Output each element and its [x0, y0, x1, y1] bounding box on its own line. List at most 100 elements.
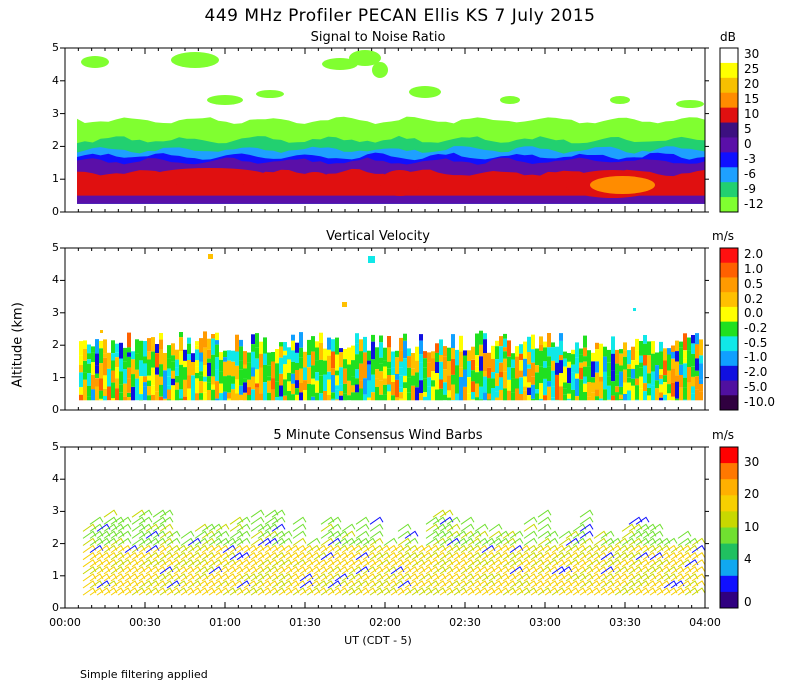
- velocity-cell: [455, 365, 459, 382]
- velocity-cell: [619, 394, 623, 400]
- velocity-cell: [119, 371, 123, 385]
- velocity-cell: [579, 397, 583, 401]
- velocity-cell: [607, 362, 611, 377]
- velocity-cell: [539, 398, 543, 401]
- velocity-cell: [335, 370, 339, 376]
- velocity-cell: [507, 367, 511, 380]
- wind-barb: [131, 537, 146, 546]
- velocity-cell: [663, 348, 667, 361]
- velocity-cell: [507, 340, 511, 357]
- velocity-cell: [595, 349, 599, 362]
- velocity-cell: [655, 380, 659, 389]
- velocity-cell: [627, 350, 631, 365]
- velocity-cell: [371, 341, 375, 360]
- velocity-cell: [243, 351, 247, 365]
- velocity-cell: [167, 399, 171, 401]
- velocity-cell: [239, 369, 243, 386]
- velocity-cell: [119, 342, 123, 359]
- wind-barb: [544, 537, 559, 546]
- velocity-cell: [563, 351, 567, 359]
- velocity-cell: [391, 395, 395, 401]
- velocity-cell: [179, 398, 183, 401]
- colorbar-cell: [720, 559, 738, 577]
- snr-patch-9: [610, 96, 630, 104]
- velocity-cell: [567, 398, 571, 401]
- velocity-cell: [87, 363, 91, 374]
- wind-barb: [131, 509, 146, 518]
- wind-barb: [649, 530, 664, 539]
- velocity-cell: [663, 375, 667, 383]
- velocity-cell: [219, 352, 223, 360]
- velocity-cell: [479, 399, 483, 401]
- velocity-cell: [475, 355, 479, 367]
- velocity-cell: [155, 353, 159, 368]
- wind-barb: [523, 516, 538, 525]
- velocity-cell: [223, 357, 227, 362]
- colorbar-label: 0.5: [744, 276, 764, 291]
- velocity-cell: [179, 389, 183, 399]
- velocity-cell: [147, 375, 151, 381]
- colorbar-label: -0.2: [744, 321, 768, 335]
- wind-barb: [558, 537, 573, 546]
- velocity-cell: [255, 358, 259, 370]
- velocity-cell: [179, 351, 183, 365]
- velocity-cell: [435, 343, 439, 353]
- velocity-cell: [643, 335, 647, 344]
- velocity-cell: [399, 392, 403, 399]
- velocity-cell: [487, 367, 491, 379]
- colorbar-label: -12: [744, 196, 764, 211]
- velocity-cell: [547, 366, 551, 382]
- velocity-cell: [251, 376, 255, 390]
- velocity-cell: [467, 361, 471, 377]
- velocity-cell: [579, 379, 583, 397]
- velocity-cell: [495, 373, 499, 386]
- velocity-cell: [635, 364, 639, 379]
- velocity-cell: [423, 396, 427, 401]
- velocity-cell: [227, 360, 231, 376]
- velocity-cell: [371, 392, 375, 401]
- velocity-cell: [647, 395, 651, 401]
- velocity-cell: [447, 347, 451, 362]
- velocity-cell: [171, 343, 175, 356]
- wind-barb: [82, 587, 97, 596]
- wind-barb: [341, 530, 356, 539]
- velocity-cell: [255, 333, 259, 348]
- velocity-cell: [639, 388, 643, 401]
- velocity-cell: [667, 354, 671, 371]
- velocity-cell: [635, 378, 639, 386]
- wind-barb: [523, 523, 538, 532]
- velocity-cell: [695, 333, 699, 345]
- velocity-cell: [623, 382, 627, 394]
- velocity-cell: [615, 374, 619, 387]
- velocity-cell: [219, 359, 223, 372]
- velocity-cell: [179, 364, 183, 382]
- velocity-cell: [259, 393, 263, 401]
- wind-barb: [523, 537, 538, 546]
- velocity-cell: [207, 338, 211, 350]
- velocity-cell: [475, 397, 479, 401]
- velocity-cell: [331, 351, 335, 369]
- velocity-cell: [559, 360, 563, 374]
- wind-barb: [509, 530, 524, 539]
- velocity-cell: [127, 332, 131, 348]
- velocity-cell: [543, 347, 547, 362]
- velocity-cell: [95, 378, 99, 387]
- velocity-cell: [291, 373, 295, 384]
- velocity-cell: [111, 340, 115, 353]
- velocity-cell: [167, 376, 171, 386]
- velocity-cell: [523, 386, 527, 391]
- wind-barb: [677, 530, 692, 539]
- velocity-cell: [415, 346, 419, 361]
- velocity-cell: [487, 378, 491, 394]
- velocity-cell: [443, 356, 447, 370]
- velocity-cell: [387, 347, 391, 362]
- velocity-cell: [635, 360, 639, 365]
- velocity-cell: [103, 375, 107, 389]
- wind-barb: [236, 516, 251, 525]
- velocity-cell: [503, 388, 507, 401]
- velocity-cell: [295, 388, 299, 395]
- colorbar-label: -0.5: [744, 335, 768, 350]
- colorbar-cell: [720, 292, 738, 308]
- velocity-cell: [643, 355, 647, 366]
- velocity-cell: [503, 358, 507, 372]
